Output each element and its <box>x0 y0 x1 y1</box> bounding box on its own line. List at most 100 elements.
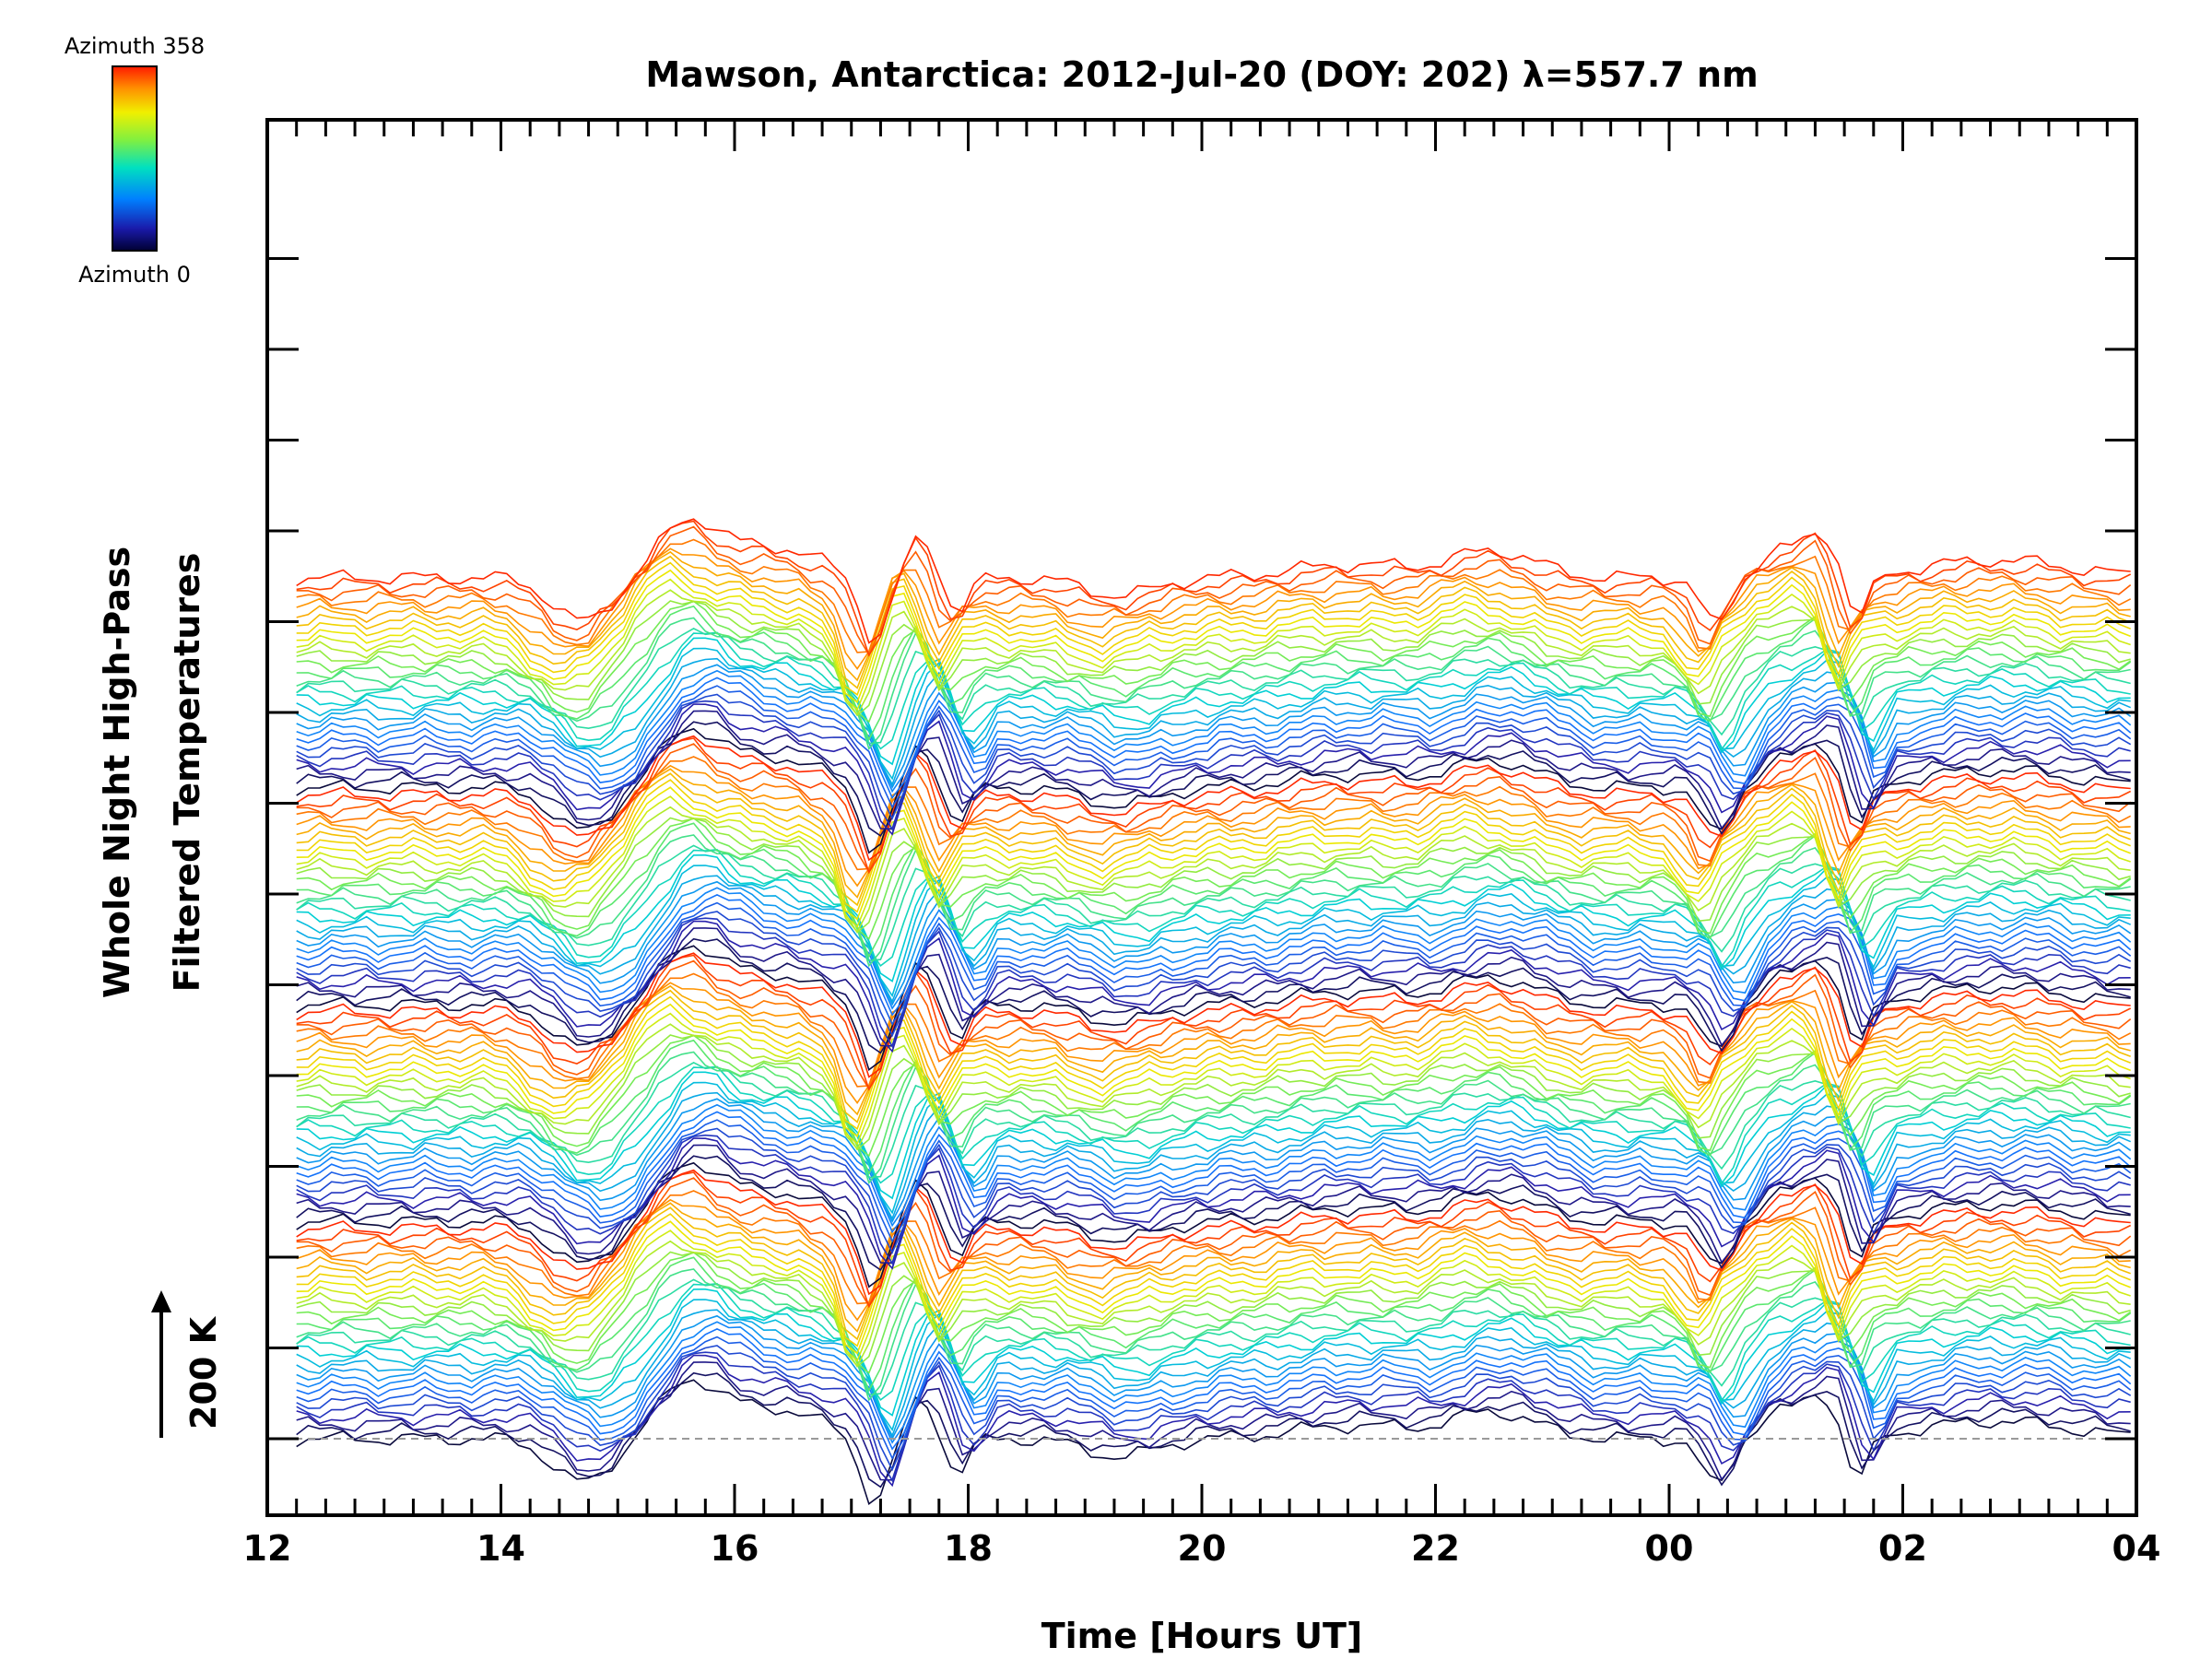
series-line <box>296 937 2131 1054</box>
x-tick-label: 18 <box>944 1528 993 1569</box>
colorbar: Azimuth 358 Azimuth 0 <box>65 33 205 288</box>
series-line <box>296 817 2132 940</box>
series-line <box>296 721 2131 838</box>
series-line <box>296 1134 2131 1265</box>
series-line <box>296 911 2132 1038</box>
series-line <box>296 710 2131 830</box>
series-line <box>296 1202 2131 1333</box>
series-line <box>296 1091 2132 1221</box>
series-line <box>296 1161 2131 1288</box>
series-line <box>296 561 2131 697</box>
series-line <box>296 1213 2131 1347</box>
series-line <box>296 538 2132 653</box>
series-line <box>296 1119 2132 1243</box>
series-line <box>296 952 2131 1078</box>
series-line <box>296 550 2131 682</box>
series-line <box>296 1345 2132 1472</box>
series-line <box>296 1169 2131 1296</box>
series-line <box>296 569 2131 704</box>
series-line <box>296 700 2131 831</box>
series-line <box>296 555 2131 689</box>
x-tick-label: 22 <box>1411 1528 1460 1569</box>
series-line <box>296 669 2132 794</box>
series-line <box>296 920 2131 1053</box>
series-line <box>296 1137 2131 1270</box>
x-tick-label: 14 <box>477 1528 525 1569</box>
series-line <box>296 984 2131 1116</box>
series-line <box>296 1309 2132 1438</box>
series-line <box>296 647 2131 781</box>
x-axis-label: Time [Hours UT] <box>1041 1616 1363 1656</box>
series-line <box>296 1299 2131 1432</box>
series-line <box>296 1379 2131 1506</box>
series-line <box>296 786 2131 921</box>
series-line <box>296 995 2131 1131</box>
series-line <box>296 657 2132 787</box>
series-line <box>296 865 2131 998</box>
series-line <box>296 901 2132 1026</box>
x-tick-label: 02 <box>1878 1528 1927 1569</box>
series-line <box>296 1206 2131 1341</box>
scale-arrow-head <box>151 1290 171 1312</box>
series-line <box>296 735 2131 862</box>
series-line <box>296 1103 2132 1228</box>
x-tick-labels: 12 14 16 18 20 22 00 02 04 <box>243 1528 2161 1569</box>
series-line <box>296 1354 2131 1488</box>
series-line <box>296 518 2131 644</box>
series-line <box>296 927 2131 1047</box>
series-line <box>296 693 2132 820</box>
series-line <box>296 1171 2132 1309</box>
series-line <box>296 600 2132 724</box>
series-line <box>296 875 2132 1004</box>
series-line <box>296 756 2132 871</box>
colorbar-bottom-label: Azimuth 0 <box>78 262 191 288</box>
series-line <box>296 1220 2131 1355</box>
x-tick-label: 00 <box>1645 1528 1694 1569</box>
plot-frame <box>265 118 2138 1517</box>
series-group <box>296 518 2132 1506</box>
series-line <box>296 1190 2132 1305</box>
series-line <box>296 1155 2131 1272</box>
series-line <box>296 547 2131 670</box>
y-axis-label-line2: Filtered Temperatures <box>167 553 207 993</box>
y-axis-label-line1: Whole Night High-Pass <box>97 547 137 998</box>
series-line <box>296 1098 2132 1224</box>
series-line <box>296 677 2132 800</box>
series-line <box>296 917 2131 1049</box>
series-line <box>296 887 2132 1010</box>
series-line <box>296 1081 2131 1215</box>
series-line <box>296 945 2131 1072</box>
x-tick-label: 04 <box>2112 1528 2161 1569</box>
chart-title: Mawson, Antarctica: 2012-Jul-20 (DOY: 20… <box>645 54 1758 95</box>
y-ticks <box>267 257 2136 1441</box>
series-line <box>296 772 2131 907</box>
series-line <box>296 1371 2131 1488</box>
series-line <box>296 727 2131 854</box>
series-line <box>296 1034 2132 1158</box>
series-line <box>296 703 2131 836</box>
y-axis-label: Whole Night High-Pass Filtered Temperatu… <box>97 547 207 998</box>
series-line <box>296 1361 2131 1481</box>
series-line <box>296 737 2132 875</box>
x-tick-label: 12 <box>243 1528 292 1569</box>
series-line <box>296 1314 2132 1441</box>
series-line <box>296 1321 2132 1444</box>
x-tick-label: 16 <box>711 1528 759 1569</box>
series-line <box>296 764 2131 888</box>
scale-indicator: 200 K <box>151 1290 224 1438</box>
series-line <box>296 1198 2131 1322</box>
colorbar-top-label: Azimuth 358 <box>65 33 205 59</box>
series-line <box>296 1328 2132 1451</box>
series-line <box>296 989 2131 1124</box>
series-line <box>296 1351 2131 1483</box>
series-line <box>296 1335 2132 1460</box>
scale-label: 200 K <box>183 1315 224 1430</box>
series-line <box>296 1251 2132 1374</box>
series-line <box>296 1127 2132 1254</box>
series-line <box>296 1144 2131 1265</box>
series-line <box>296 520 2132 657</box>
series-line <box>296 894 2132 1017</box>
colorbar-gradient <box>112 65 158 252</box>
series-line <box>296 768 2131 899</box>
